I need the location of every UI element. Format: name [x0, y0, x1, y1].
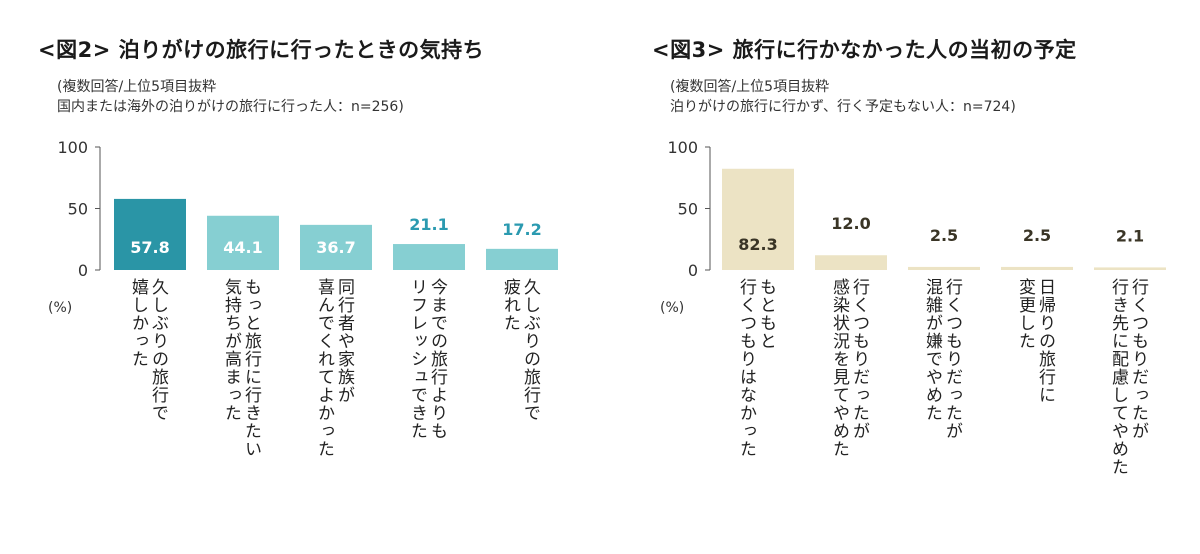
bar	[815, 255, 887, 270]
data-label: 36.7	[316, 238, 355, 257]
category-label: もともと 行くつもりはなかった	[736, 278, 776, 458]
unit-label-right: (%)	[660, 300, 685, 316]
category-label: もっと旅行に行きたい 気持ちが高まった	[221, 278, 261, 458]
bar	[722, 168, 794, 270]
chart-note-right-1: (複数回答/上位5項目抜粋	[670, 79, 830, 95]
category-label: 久しぶりの旅行で 嬉しかった	[128, 278, 168, 422]
bar	[486, 248, 558, 270]
data-label: 21.1	[409, 215, 448, 234]
bar	[207, 215, 279, 270]
bar	[1094, 267, 1166, 270]
y-tick-label: 50	[68, 200, 88, 219]
chart-note-left-2: 国内または海外の泊りがけの旅行に行った人：n=256)	[57, 99, 404, 115]
bar-chart-right: 100 50 0 82.3 12.0 2.5 2.5 2.1	[667, 138, 1166, 280]
data-label: 2.1	[1116, 226, 1144, 245]
data-label: 82.3	[738, 235, 777, 254]
data-label: 12.0	[831, 214, 870, 233]
y-tick-label: 0	[78, 261, 88, 280]
chart-panel-right: <図3> 旅行に行かなかった人の当初の予定 (複数回答/上位5項目抜粋 泊りがけ…	[600, 0, 1200, 554]
chart-note-left-1: (複数回答/上位5項目抜粋	[57, 79, 217, 95]
category-label: 行くつもりだったが 混雑が嫌でやめた	[922, 278, 962, 440]
bar	[114, 198, 186, 270]
chart-panel-left: <図2> 泊りがけの旅行に行ったときの気持ち (複数回答/上位5項目抜粋 国内ま…	[38, 38, 558, 458]
chart-note-right-2: 泊りがけの旅行に行かず、行く予定もない人：n=724)	[670, 99, 1016, 115]
unit-label-left: (%)	[48, 300, 73, 316]
bar	[908, 266, 980, 270]
data-label: 57.8	[130, 238, 169, 257]
data-label: 44.1	[223, 238, 262, 257]
y-tick-label: 0	[688, 261, 698, 280]
chart-title-right: <図3> 旅行に行かなかった人の当初の予定	[652, 38, 1077, 62]
category-label: 同行者や家族が 喜んでくれてよかった	[314, 278, 354, 458]
bar	[300, 224, 372, 270]
y-tick-label: 100	[667, 138, 698, 157]
category-label: 今までの旅行よりも リフレッシュできた	[407, 278, 447, 440]
category-label: 日帰りの旅行に 変更した	[1015, 278, 1055, 404]
data-label: 2.5	[930, 226, 958, 245]
y-tick-label: 50	[678, 200, 698, 219]
y-tick-label: 100	[57, 138, 88, 157]
data-label: 2.5	[1023, 226, 1051, 245]
category-label: 行くつもりだったが 行き先に配慮してやめた	[1108, 278, 1148, 476]
category-label: 久しぶりの旅行で 疲れた	[500, 278, 540, 422]
chart-title-left: <図2> 泊りがけの旅行に行ったときの気持ち	[38, 38, 485, 62]
bar-chart-left: 100 50 0 57.8 44.1 36.7 21.1 17.2	[57, 138, 558, 280]
bar	[393, 244, 465, 270]
category-label: 行くつもりだったが 感染状況を見てやめた	[829, 278, 869, 458]
bar	[1001, 266, 1073, 270]
data-label: 17.2	[502, 220, 541, 239]
